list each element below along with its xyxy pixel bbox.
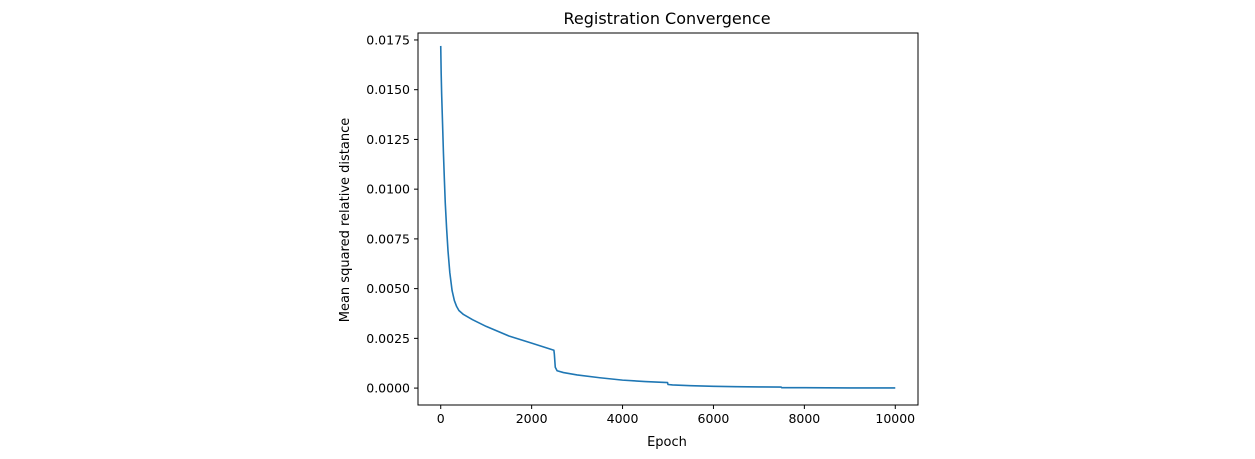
x-tick-label: 8000 <box>788 411 820 426</box>
x-tick-label: 6000 <box>698 411 730 426</box>
series-line-0 <box>439 45 896 389</box>
x-tick-label: 2000 <box>516 411 548 426</box>
y-tick-label: 0.0125 <box>366 132 410 147</box>
y-axis-label: Mean squared relative distance <box>338 118 353 322</box>
x-tick-label: 4000 <box>607 411 639 426</box>
y-tick-label: 0.0075 <box>366 231 410 246</box>
y-tick-label: 0.0100 <box>366 182 410 197</box>
plot-area: 0 2000 4000 6000 8000 10000 0.0000 0.0025 0.0050… <box>366 32 919 426</box>
x-tick-label: 10000 <box>875 411 915 426</box>
x-axis-label: Epoch <box>647 435 687 450</box>
y-tick-label: 0.0025 <box>366 331 410 346</box>
y-tick-label: 0.0050 <box>366 281 410 296</box>
x-tick-label: 0 <box>437 411 445 426</box>
plot-frame <box>417 32 919 406</box>
chart-title: Registration Convergence <box>563 9 770 28</box>
y-tick-label: 0.0175 <box>366 32 410 47</box>
y-tick-label: 0.0150 <box>366 82 410 97</box>
y-tick-label: 0.0000 <box>366 381 410 396</box>
